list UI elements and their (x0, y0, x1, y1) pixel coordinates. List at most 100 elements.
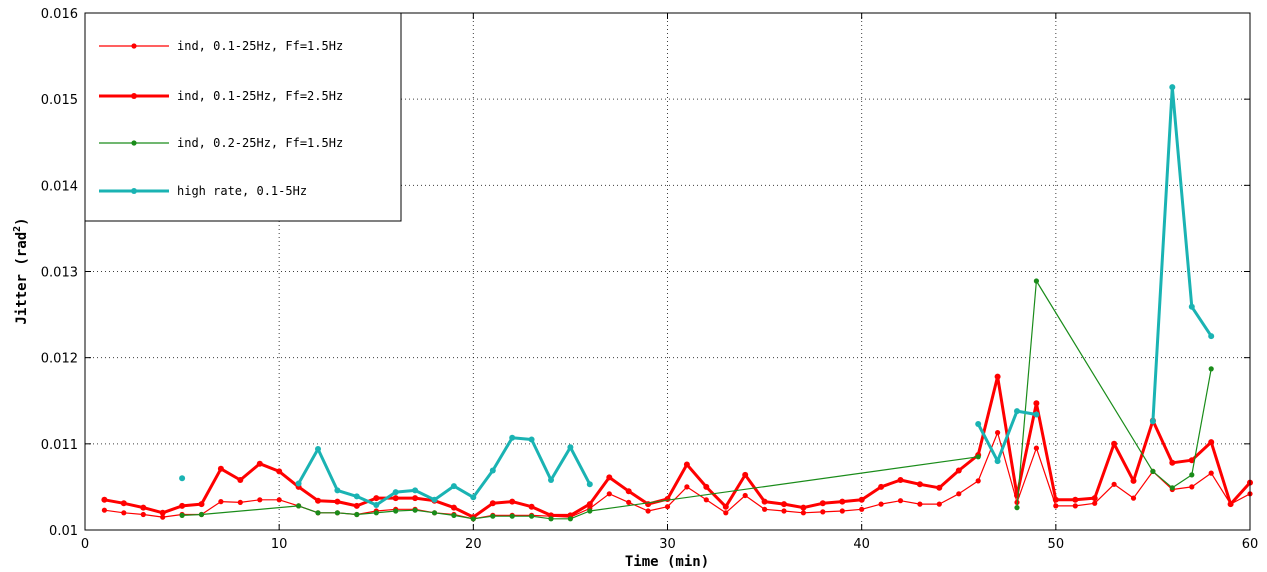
data-point (1169, 84, 1176, 91)
x-axis-title: Time (min) (625, 554, 709, 570)
data-point (664, 504, 671, 510)
y-tick-label: 0.015 (41, 93, 78, 108)
data-point (645, 508, 651, 514)
data-point (1130, 477, 1137, 484)
data-point (315, 497, 321, 504)
series-line (297, 436, 592, 507)
data-point (955, 467, 962, 474)
data-point (218, 499, 224, 505)
y-tick-label: 0.016 (41, 7, 78, 22)
data-point (839, 508, 845, 514)
data-point (529, 513, 535, 519)
data-point (373, 495, 380, 502)
x-tick-label: 30 (659, 537, 676, 552)
series-layer (101, 84, 1253, 522)
data-point (296, 503, 302, 509)
x-tick-label: 10 (271, 537, 288, 552)
data-point (975, 421, 982, 427)
data-point (1014, 505, 1020, 511)
x-tick-label: 50 (1048, 537, 1065, 552)
data-point (897, 498, 904, 504)
data-point (1111, 481, 1117, 487)
data-point (820, 509, 826, 515)
data-point (237, 477, 244, 483)
data-point (1208, 333, 1215, 340)
legend-swatch-marker (131, 43, 137, 49)
data-point (683, 461, 690, 468)
data-point (431, 510, 438, 516)
data-point (994, 373, 1001, 380)
data-point (412, 495, 419, 502)
x-tick-label: 40 (853, 537, 870, 552)
series-line (104, 432, 1251, 520)
data-point (470, 494, 477, 501)
data-point (703, 497, 709, 503)
data-point (722, 503, 729, 510)
data-point (101, 507, 107, 513)
data-point (509, 434, 516, 441)
data-point (1188, 457, 1195, 464)
data-point (179, 502, 186, 509)
data-point (1208, 470, 1214, 476)
data-point (334, 498, 341, 505)
data-point (179, 475, 186, 482)
data-point (179, 512, 185, 519)
data-point (819, 500, 826, 507)
data-point (121, 510, 127, 516)
data-point (567, 516, 574, 522)
data-point (917, 501, 923, 507)
y-axis-title-main: Jitter (rad (14, 232, 30, 325)
data-point (160, 514, 166, 520)
series-3 (179, 278, 1214, 522)
data-point (237, 499, 243, 505)
data-point (393, 508, 399, 514)
data-point (509, 513, 515, 519)
data-point (1189, 472, 1195, 478)
data-point (1092, 500, 1098, 506)
data-point (936, 501, 942, 507)
data-point (567, 444, 574, 451)
data-point (995, 430, 1001, 436)
data-point (800, 504, 807, 511)
data-point (1014, 408, 1020, 415)
legend-label: ind, 0.1-25Hz, Ff=2.5Hz (177, 89, 343, 103)
data-point (412, 487, 419, 494)
data-point (1149, 418, 1156, 425)
data-point (606, 491, 612, 497)
data-point (723, 510, 729, 516)
data-point (373, 510, 379, 516)
data-point (451, 512, 457, 519)
data-point (761, 498, 768, 505)
data-point (975, 454, 981, 460)
series-line (1151, 85, 1213, 422)
data-point (140, 511, 146, 518)
data-point (528, 503, 535, 510)
legend-label: ind, 0.2-25Hz, Ff=1.5Hz (177, 136, 343, 150)
data-point (489, 500, 496, 507)
data-point (916, 481, 923, 488)
data-point (1033, 411, 1040, 418)
data-point (586, 501, 593, 508)
data-point (1188, 303, 1195, 310)
data-point (431, 496, 438, 503)
data-point (392, 489, 399, 496)
data-point (276, 468, 283, 475)
data-point (762, 506, 768, 512)
legend-box (84, 12, 402, 222)
y-tick-label: 0.012 (41, 352, 78, 367)
data-point (1150, 468, 1156, 474)
data-point (353, 493, 360, 500)
series-line (976, 409, 1037, 463)
data-point (626, 499, 632, 505)
data-point (1227, 501, 1234, 508)
legend: ind, 0.1-25Hz, Ff=1.5Hz ind, 0.1-25Hz, Ff… (84, 12, 402, 222)
data-point (509, 498, 516, 505)
data-point (684, 484, 690, 490)
data-point (101, 496, 108, 503)
data-point (781, 501, 787, 508)
data-point (120, 500, 127, 507)
data-point (315, 446, 321, 452)
data-point (742, 471, 749, 478)
data-point (1033, 400, 1040, 407)
